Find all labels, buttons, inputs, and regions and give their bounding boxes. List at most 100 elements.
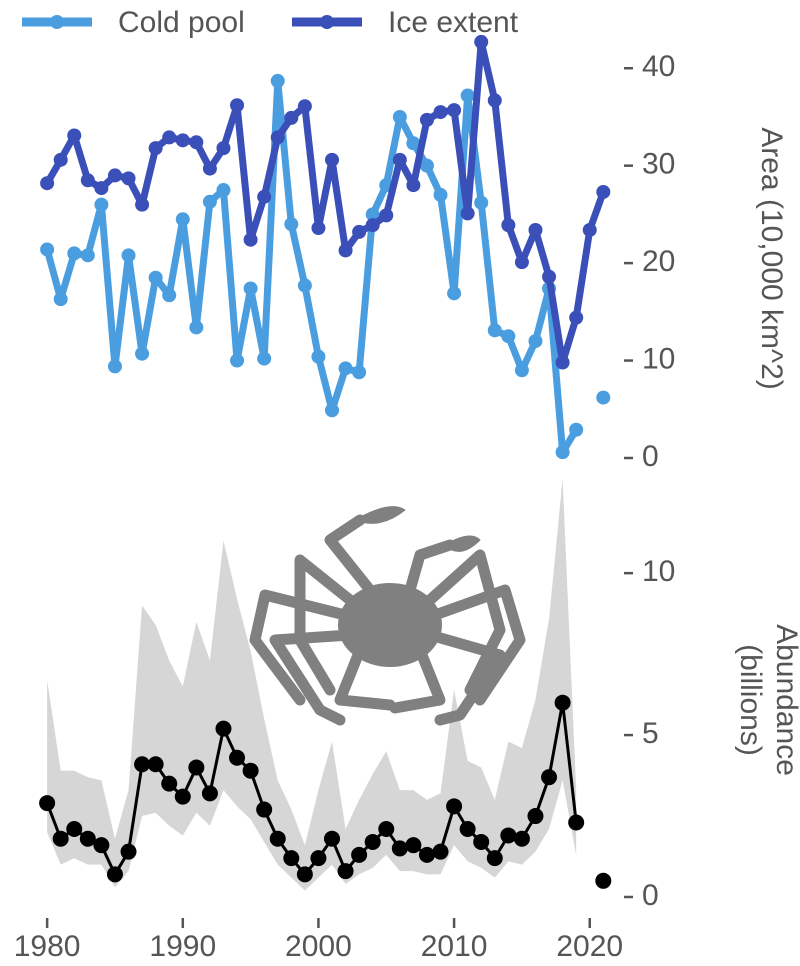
data-point xyxy=(40,176,54,190)
data-point xyxy=(122,171,136,185)
y-tick-label: 0 xyxy=(642,879,659,912)
data-point xyxy=(298,279,312,293)
data-point xyxy=(67,246,81,260)
legend-item: Cold pool xyxy=(22,6,245,39)
data-point xyxy=(230,354,244,368)
data-point xyxy=(406,178,420,192)
series xyxy=(40,35,610,370)
data-point xyxy=(284,217,298,231)
data-point xyxy=(203,162,217,176)
data-point xyxy=(256,802,272,818)
data-point xyxy=(487,850,503,866)
data-point xyxy=(325,153,339,167)
data-point xyxy=(161,776,177,792)
data-point xyxy=(108,359,122,373)
data-point xyxy=(298,99,312,113)
data-point xyxy=(310,850,326,866)
data-point xyxy=(568,815,584,831)
data-point xyxy=(420,159,434,173)
data-point xyxy=(81,173,95,187)
data-point xyxy=(447,286,461,300)
data-point xyxy=(420,113,434,127)
data-point xyxy=(392,840,408,856)
data-point xyxy=(447,103,461,117)
data-point xyxy=(215,721,231,737)
data-point xyxy=(243,763,259,779)
data-point xyxy=(339,361,353,375)
data-point xyxy=(135,347,149,361)
data-point xyxy=(311,350,325,364)
data-point xyxy=(595,873,611,889)
data-point xyxy=(474,196,488,210)
data-point xyxy=(556,445,570,459)
data-point xyxy=(80,831,96,847)
data-point xyxy=(270,831,286,847)
data-point xyxy=(461,206,475,220)
data-point xyxy=(53,831,69,847)
data-point xyxy=(66,821,82,837)
y-tick-label: 30 xyxy=(642,148,675,181)
data-point xyxy=(488,93,502,107)
data-point xyxy=(257,190,271,204)
x-tick-label: 1990 xyxy=(149,930,216,963)
data-point xyxy=(324,831,340,847)
data-point xyxy=(366,218,380,232)
x-tick-label: 2010 xyxy=(421,930,488,963)
data-point xyxy=(596,185,610,199)
data-point xyxy=(107,866,123,882)
data-point xyxy=(541,769,557,785)
data-point xyxy=(569,311,583,325)
data-point xyxy=(176,212,190,226)
x-tick-label: 2000 xyxy=(285,930,352,963)
data-point xyxy=(149,141,163,155)
data-point xyxy=(473,834,489,850)
data-point xyxy=(405,837,421,853)
series-line xyxy=(47,42,603,363)
data-point xyxy=(365,834,381,850)
confidence-band xyxy=(47,479,576,890)
data-point xyxy=(135,198,149,212)
data-point xyxy=(40,242,54,256)
data-point xyxy=(583,223,597,237)
data-point xyxy=(189,135,203,149)
data-point xyxy=(338,863,354,879)
data-point xyxy=(162,288,176,302)
data-point xyxy=(419,847,435,863)
data-point xyxy=(297,866,313,882)
data-point xyxy=(229,750,245,766)
data-point xyxy=(433,844,449,860)
data-point xyxy=(148,756,164,772)
data-point xyxy=(162,130,176,144)
data-point xyxy=(515,363,529,377)
y-axis-title: Abundance xyxy=(770,624,800,776)
x-tick-label: 2020 xyxy=(556,930,623,963)
data-point xyxy=(271,130,285,144)
data-point xyxy=(393,110,407,124)
data-point xyxy=(93,837,109,853)
data-point xyxy=(244,281,258,295)
data-point xyxy=(393,153,407,167)
y-tick-label: 20 xyxy=(642,245,675,278)
y-tick-label: 5 xyxy=(642,717,659,750)
data-point xyxy=(230,98,244,112)
data-point xyxy=(460,821,476,837)
data-point xyxy=(378,821,394,837)
data-point xyxy=(311,221,325,235)
x-tick-label: 1980 xyxy=(14,930,81,963)
data-point xyxy=(501,218,515,232)
data-point xyxy=(379,208,393,222)
data-point xyxy=(216,183,230,197)
data-point xyxy=(514,831,530,847)
y-tick-label: 10 xyxy=(642,342,675,375)
y-tick-label: 10 xyxy=(642,555,675,588)
data-point xyxy=(527,808,543,824)
legend-label: Ice extent xyxy=(388,6,519,39)
legend-dot xyxy=(320,15,334,29)
data-point xyxy=(203,195,217,209)
data-point xyxy=(39,795,55,811)
crab-icon xyxy=(255,507,520,720)
data-point xyxy=(515,255,529,269)
data-point xyxy=(188,759,204,775)
data-point xyxy=(67,128,81,142)
data-point xyxy=(81,248,95,262)
